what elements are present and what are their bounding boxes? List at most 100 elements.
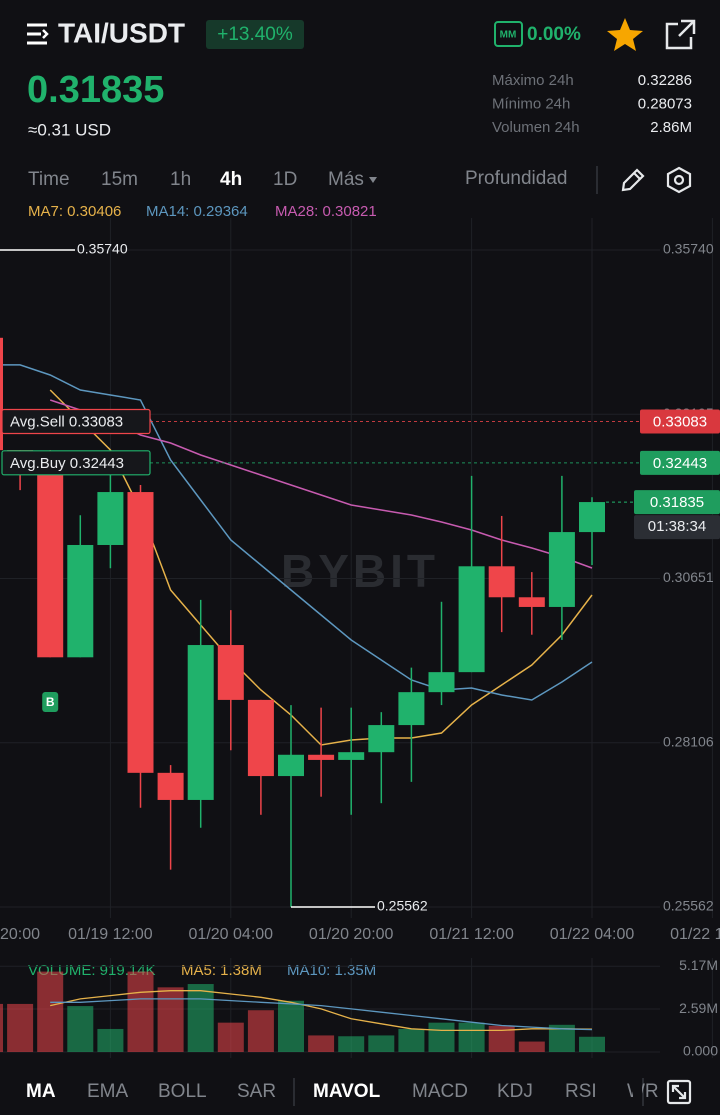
volume-bar xyxy=(308,1035,335,1052)
candle-body xyxy=(127,492,154,773)
watermark: BYBIT xyxy=(281,545,439,597)
high-label: 0.35740 xyxy=(77,241,128,257)
ma-legend: MA7: 0.30406 xyxy=(28,203,121,220)
price-tag xyxy=(640,450,720,475)
mm-label: MM xyxy=(500,30,517,41)
volume-bar xyxy=(247,1010,274,1052)
indicator-tab[interactable]: RSI xyxy=(565,1081,597,1102)
share-icon[interactable] xyxy=(665,19,696,50)
settings-icon[interactable] xyxy=(666,166,692,194)
price-tag xyxy=(634,490,720,515)
volume-bar xyxy=(37,971,64,1052)
change-badge xyxy=(206,20,304,49)
pair: TAI/USDT xyxy=(58,17,185,48)
mm-icon[interactable] xyxy=(494,21,523,47)
candle-body xyxy=(518,597,545,607)
stat-label: Volumen 24h xyxy=(492,119,580,136)
indicator-tab[interactable]: MA xyxy=(26,1081,56,1102)
volume-bar xyxy=(127,971,154,1052)
y-tick-label: 2.59M xyxy=(679,1000,718,1016)
volume-bar xyxy=(458,1022,485,1052)
stat-label: Mínimo 24h xyxy=(492,95,570,112)
volume-bar xyxy=(7,1003,34,1052)
indicator-fade xyxy=(633,1076,642,1108)
interval-tab[interactable]: 1D xyxy=(273,169,297,190)
more-caret[interactable] xyxy=(369,177,377,183)
volume-bar xyxy=(579,1036,605,1052)
volume-bar xyxy=(157,987,184,1052)
stat-value: 2.86M xyxy=(650,119,692,136)
x-tick-label: 01/22 04:00 xyxy=(550,926,635,943)
usd-price: ≈0.31 USD xyxy=(28,120,111,139)
candle-body xyxy=(368,725,395,753)
candle-body xyxy=(338,752,365,760)
ma-line xyxy=(0,364,593,701)
x-tick-label: 01/20 20:00 xyxy=(309,926,394,943)
indicator-tab[interactable]: MACD xyxy=(412,1081,468,1102)
volume-bar xyxy=(398,1028,425,1052)
x-tick-label: 01/20 04:00 xyxy=(189,926,274,943)
buy-marker: B xyxy=(46,695,55,709)
candle-body xyxy=(579,502,605,533)
interval-tab[interactable]: 4h xyxy=(220,169,242,190)
y-tick-label: 5.17M xyxy=(679,957,718,973)
candle-body xyxy=(187,645,214,800)
candle-body xyxy=(488,566,515,598)
y-tick-label: 0.25562 xyxy=(663,898,714,914)
avg-label-box xyxy=(1,408,151,435)
y-tick-label: 0.000 xyxy=(683,1043,718,1059)
x-tick-label: 20:00 xyxy=(0,926,40,943)
countdown: 01:38:34 xyxy=(648,518,706,535)
candle-body xyxy=(0,337,3,451)
fullscreen-icon[interactable] xyxy=(666,1079,692,1105)
indicator-tab[interactable]: SAR xyxy=(237,1081,276,1102)
candle-body xyxy=(428,672,455,693)
interval-tab[interactable]: Time xyxy=(28,169,70,190)
candle-body xyxy=(278,754,304,777)
volume-bar xyxy=(368,1035,395,1052)
indicator-tab[interactable]: WR xyxy=(627,1081,659,1102)
menu-icon[interactable] xyxy=(27,23,49,45)
candle-body xyxy=(458,566,485,673)
low-label: 0.25562 xyxy=(377,898,428,914)
volume-ma-line xyxy=(50,998,593,1031)
candle-body xyxy=(217,645,244,700)
interval-tab[interactable]: Más xyxy=(328,169,364,190)
interval-tab[interactable]: 15m xyxy=(101,169,138,190)
volume-bar xyxy=(518,1041,545,1052)
candle-body xyxy=(157,772,184,800)
price-tag-label: 0.32443 xyxy=(653,455,707,472)
stat-label: Máximo 24h xyxy=(492,72,574,89)
y-tick-label: 0.28106 xyxy=(663,733,714,749)
indicator-tab[interactable]: MAVOL xyxy=(313,1081,381,1102)
volume-bar xyxy=(67,1006,94,1052)
y-tick-label: 0.35740 xyxy=(663,241,714,257)
current-price-tag: 0.31835 xyxy=(650,494,704,511)
depth-tab[interactable]: Profundidad xyxy=(465,168,567,189)
candle-body xyxy=(548,532,575,607)
candle-body xyxy=(97,492,124,545)
x-tick-label: 01/21 12:00 xyxy=(429,926,514,943)
indicator-tab[interactable]: KDJ xyxy=(497,1081,533,1102)
volume-bar xyxy=(278,1000,304,1052)
draw-tool-icon[interactable] xyxy=(621,168,645,192)
indicator-tab[interactable]: BOLL xyxy=(158,1081,207,1102)
favorite-star[interactable] xyxy=(607,18,643,51)
volume-bar xyxy=(187,984,214,1052)
y-tick-label: 0.30651 xyxy=(663,569,714,585)
volume-legend: MA10: 1.35M xyxy=(287,962,376,979)
candle-body xyxy=(67,544,94,658)
volume-bar xyxy=(97,1028,124,1052)
indicator-tab[interactable]: EMA xyxy=(87,1081,129,1102)
volume-legend: MA5: 1.38M xyxy=(181,962,262,979)
volume-bar xyxy=(338,1036,365,1052)
avg-label: Avg.Sell 0.33083 xyxy=(10,413,123,430)
stat-value: 0.32286 xyxy=(638,72,692,89)
candle-body xyxy=(247,699,274,777)
volume-bar xyxy=(428,1022,455,1052)
interval-tab[interactable]: 1h xyxy=(170,169,191,190)
countdown-box xyxy=(634,515,720,540)
ma-legend: MA28: 0.30821 xyxy=(275,203,377,220)
